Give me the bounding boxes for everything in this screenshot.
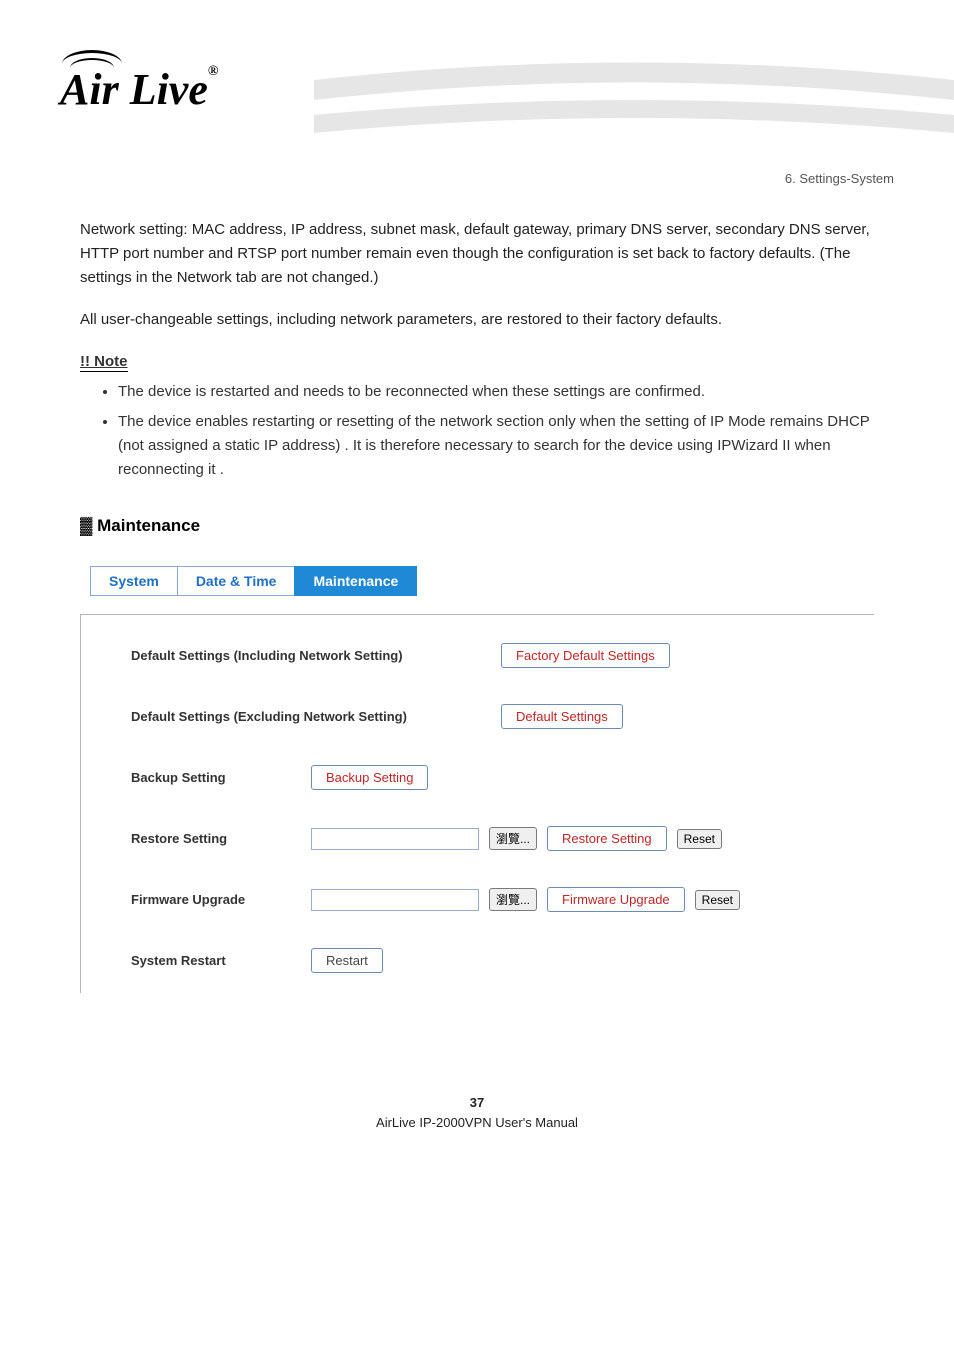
- row-label: Restore Setting: [131, 831, 301, 846]
- note-label: !! Note: [80, 353, 128, 372]
- page-number: 37: [60, 1093, 894, 1113]
- header-swoosh-icon: [314, 55, 954, 165]
- row-restart: System Restart Restart: [131, 948, 834, 973]
- firmware-file-input[interactable]: [311, 889, 479, 911]
- chapter-ref-text: 6. Settings-System: [785, 171, 894, 186]
- restart-button[interactable]: Restart: [311, 948, 383, 973]
- brand-logo: Air Live®: [60, 50, 218, 115]
- page-header: Air Live®: [60, 30, 894, 160]
- row-label: Default Settings (Excluding Network Sett…: [131, 709, 441, 724]
- default-settings-button[interactable]: Default Settings: [501, 704, 623, 729]
- reset-button[interactable]: Reset: [695, 890, 740, 910]
- page-footer: 37 AirLive IP-2000VPN User's Manual: [60, 1093, 894, 1132]
- tab-datetime[interactable]: Date & Time: [177, 566, 296, 596]
- maintenance-panel: Default Settings (Including Network Sett…: [80, 614, 874, 993]
- row-backup: Backup Setting Backup Setting: [131, 765, 834, 790]
- row-firmware: Firmware Upgrade 瀏覽... Firmware Upgrade …: [131, 887, 834, 912]
- factory-default-button[interactable]: Factory Default Settings: [501, 643, 670, 668]
- footer-text: AirLive IP-2000VPN User's Manual: [60, 1113, 894, 1133]
- row-label: Default Settings (Including Network Sett…: [131, 648, 441, 663]
- note-item: The device is restarted and needs to be …: [118, 380, 874, 404]
- note-item: The device enables restarting or resetti…: [118, 410, 874, 482]
- row-restore: Restore Setting 瀏覽... Restore Setting Re…: [131, 826, 834, 851]
- reset-button[interactable]: Reset: [677, 829, 722, 849]
- restore-setting-button[interactable]: Restore Setting: [547, 826, 667, 851]
- section-heading: ▓ Maintenance: [80, 516, 874, 536]
- row-label: Firmware Upgrade: [131, 892, 301, 907]
- tab-row: System Date & Time Maintenance: [90, 566, 874, 596]
- tab-system[interactable]: System: [90, 566, 178, 596]
- backup-setting-button[interactable]: Backup Setting: [311, 765, 428, 790]
- registered-icon: ®: [208, 64, 218, 79]
- row-factory-default: Default Settings (Including Network Sett…: [131, 643, 834, 668]
- browse-button[interactable]: 瀏覽...: [489, 888, 537, 911]
- row-label: System Restart: [131, 953, 301, 968]
- intro-paragraph-1: Network setting: MAC address, IP address…: [80, 218, 874, 290]
- row-default-excl-network: Default Settings (Excluding Network Sett…: [131, 704, 834, 729]
- tab-maintenance[interactable]: Maintenance: [294, 566, 417, 596]
- firmware-upgrade-button[interactable]: Firmware Upgrade: [547, 887, 685, 912]
- chapter-reference: 6. Settings-System: [60, 170, 894, 188]
- logo-text: Air Live: [60, 65, 208, 114]
- note-block: !! Note The device is restarted and need…: [80, 350, 874, 482]
- row-label: Backup Setting: [131, 770, 301, 785]
- note-list: The device is restarted and needs to be …: [100, 380, 874, 482]
- restore-file-input[interactable]: [311, 828, 479, 850]
- intro-paragraph-2: All user-changeable settings, including …: [80, 308, 874, 332]
- browse-button[interactable]: 瀏覽...: [489, 827, 537, 850]
- page-content: Network setting: MAC address, IP address…: [60, 188, 894, 993]
